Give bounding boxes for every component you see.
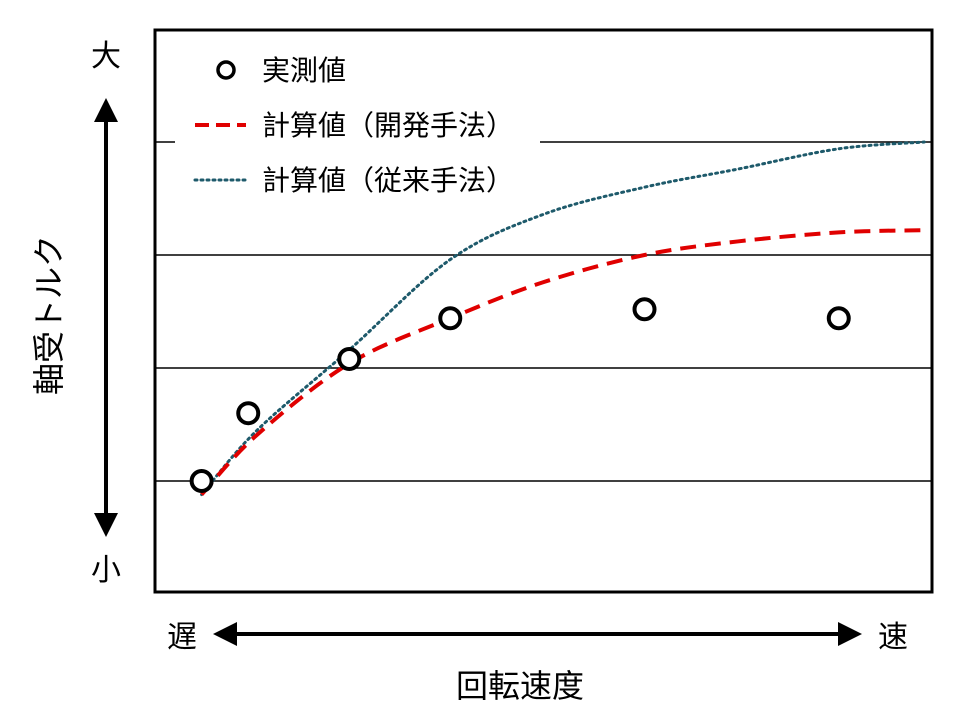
measured-point-2	[337, 346, 362, 371]
series-line-conventional	[200, 140, 926, 497]
y-high-label: 大	[91, 39, 121, 74]
legend: 実測値 計算値（開発手法） 計算値（従来手法）	[175, 36, 540, 202]
x-axis-label: 回転速度	[456, 667, 584, 705]
legend-label-developed: 計算値（開発手法）	[262, 109, 514, 142]
x-high-label: 速	[878, 620, 908, 655]
series-line-developed	[200, 228, 925, 496]
x-low-label: 遅	[167, 620, 197, 655]
measured-point-4	[632, 297, 657, 322]
measured-point-1	[236, 401, 261, 426]
legend-background	[175, 36, 540, 202]
measured-point-5	[826, 306, 851, 331]
legend-marker-measured	[216, 60, 236, 80]
measured-point-0	[189, 469, 214, 493]
plot-frame	[153, 28, 934, 594]
y-axis-label: 軸受トルク	[30, 235, 68, 395]
legend-label-measured: 実測値	[262, 54, 346, 87]
legend-label-conventional: 計算値（従来手法）	[262, 164, 514, 197]
y-low-label: 小	[91, 553, 121, 588]
series-layer	[189, 140, 926, 497]
measured-point-3	[438, 306, 463, 331]
